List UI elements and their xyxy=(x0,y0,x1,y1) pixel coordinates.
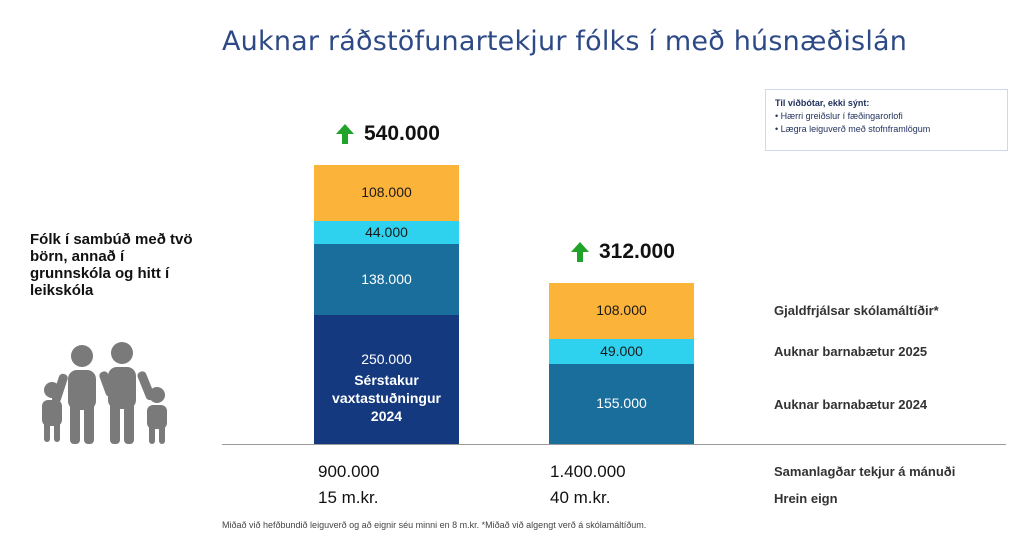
bar-segment-skolamaltidir-1: 108.000 xyxy=(314,165,459,221)
segment-sublabel-line: vaxtastuðningur xyxy=(332,390,441,406)
assets-value-1: 15 m.kr. xyxy=(318,488,379,507)
chart-title: Auknar ráðstöfunartekjur fólks í með hús… xyxy=(222,26,908,57)
legend-child-benefit-2024: Auknar barnabætur 2024 xyxy=(774,397,928,412)
total-value: 312.000 xyxy=(599,240,675,263)
bar-segment-barnabaetur-2025-1: 44.000 xyxy=(314,221,459,244)
footnote: Miðað við hefðbundið leiguverð og að eig… xyxy=(222,520,647,530)
total-label-2: 312.000 xyxy=(571,239,675,265)
arrow-up-icon xyxy=(336,124,354,144)
row-label-income: Samanlagðar tekjur á mánuði xyxy=(774,464,956,479)
note-title: Til viðbótar, ekki sýnt: xyxy=(775,98,870,108)
bar-segment-skolamaltidir-2: 108.000 xyxy=(549,283,694,339)
data-label-barnabaetur-2025-2: 49.000 xyxy=(600,343,643,359)
segment-sublabel-vaxtastudningur: Sérstakur vaxtastuðningur 2024 xyxy=(314,371,459,425)
row-label-assets: Hrein eign xyxy=(774,491,838,506)
bar-segment-vaxtastudningur-1: 250.000 Sérstakur vaxtastuðningur 2024 xyxy=(314,315,459,444)
segment-sublabel-line: 2024 xyxy=(370,408,403,424)
income-value-2: 1.400.000 xyxy=(550,462,626,481)
total-value: 540.000 xyxy=(364,122,440,145)
bar-segment-barnabaetur-2025-2: 49.000 xyxy=(549,339,694,364)
bar-segment-barnabaetur-2024-1: 138.000 xyxy=(314,244,459,315)
data-label-barnabaetur-2025-1: 44.000 xyxy=(365,224,408,240)
segment-sublabel-line: Sérstakur xyxy=(354,372,419,388)
arrow-up-icon xyxy=(571,242,589,262)
assets-value-2: 40 m.kr. xyxy=(550,488,611,507)
income-value-1: 900.000 xyxy=(318,462,380,481)
total-label-1: 540.000 xyxy=(336,121,440,147)
data-label-barnabaetur-2024-2: 155.000 xyxy=(596,395,647,411)
note-item-rent: Lægra leiguverð með stofnframlögum xyxy=(775,123,998,136)
family-icon xyxy=(42,342,167,444)
legend-child-benefit-2025: Auknar barnabætur 2025 xyxy=(774,344,928,359)
data-label-barnabaetur-2024-1: 138.000 xyxy=(361,271,412,287)
household-description: Fólk í sambúð með tvö börn, annað í grun… xyxy=(30,231,193,299)
data-label-vaxtastudningur-1: 250.000 xyxy=(361,351,412,367)
bar-segment-barnabaetur-2024-2: 155.000 xyxy=(549,364,694,444)
legend-school-meals: Gjaldfrjálsar skólamáltíðir* xyxy=(774,303,939,318)
chart-baseline xyxy=(222,444,1006,445)
additional-note-box: Til viðbótar, ekki sýnt: Hærri greiðslur… xyxy=(765,89,1008,151)
note-item-parental-leave: Hærri greiðslur í fæðingarorlofi xyxy=(775,110,998,123)
data-label-skolamaltidir-1: 108.000 xyxy=(361,184,412,200)
data-label-skolamaltidir-2: 108.000 xyxy=(596,302,647,318)
